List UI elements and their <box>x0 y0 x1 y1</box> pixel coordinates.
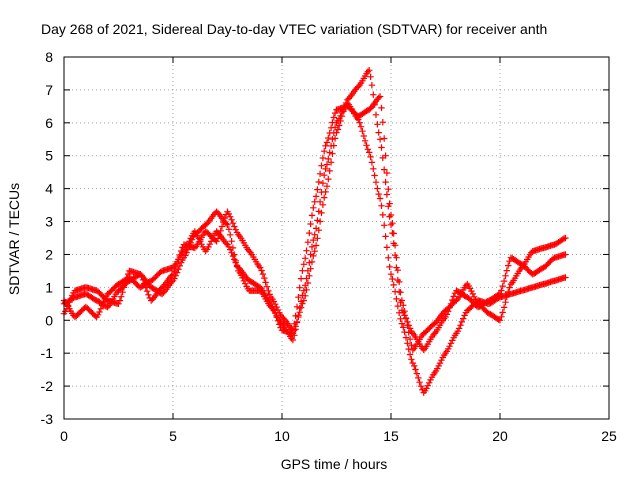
y-tick-label: -1 <box>41 345 54 361</box>
y-tick-label: 8 <box>45 49 53 65</box>
chart-title: Day 268 of 2021, Sidereal Day-to-day VTE… <box>41 21 547 37</box>
y-tick-label: -2 <box>41 378 54 394</box>
y-tick-label: 7 <box>45 82 53 98</box>
y-tick-label: 3 <box>45 214 53 230</box>
y-tick-labels: -3 -2 -1 0 1 2 3 4 5 6 7 8 <box>41 49 54 427</box>
y-tick-label: 0 <box>45 312 53 328</box>
y-axis-label: SDTVAR / TECUs <box>6 183 22 295</box>
plot-frame <box>63 56 610 420</box>
x-axis-label: GPS time / hours <box>281 456 388 472</box>
y-tick-label: 1 <box>45 279 53 295</box>
marker-path-track-2 <box>60 93 569 354</box>
y-tick-label: 5 <box>45 148 53 164</box>
y-tick-label: 2 <box>45 246 53 262</box>
marker-path-track-1 <box>60 99 569 396</box>
x-tick-label: 15 <box>383 428 399 444</box>
series-track-1 <box>60 99 569 396</box>
x-tick-label: 10 <box>274 428 290 444</box>
x-tick-labels: 0 5 10 15 20 25 <box>60 428 617 444</box>
y-tick-label: 6 <box>45 115 53 131</box>
series-track-2 <box>60 93 569 354</box>
y-tick-label: 4 <box>45 181 53 197</box>
data-series <box>60 67 569 396</box>
series-track-3 <box>60 67 569 354</box>
x-tick-label: 5 <box>169 428 177 444</box>
y-tick-label: -3 <box>41 411 54 427</box>
x-tick-label: 20 <box>492 428 508 444</box>
axis-ticks <box>63 56 610 420</box>
x-tick-label: 25 <box>601 428 617 444</box>
x-tick-label: 0 <box>60 428 68 444</box>
marker-path-track-3 <box>60 67 569 354</box>
